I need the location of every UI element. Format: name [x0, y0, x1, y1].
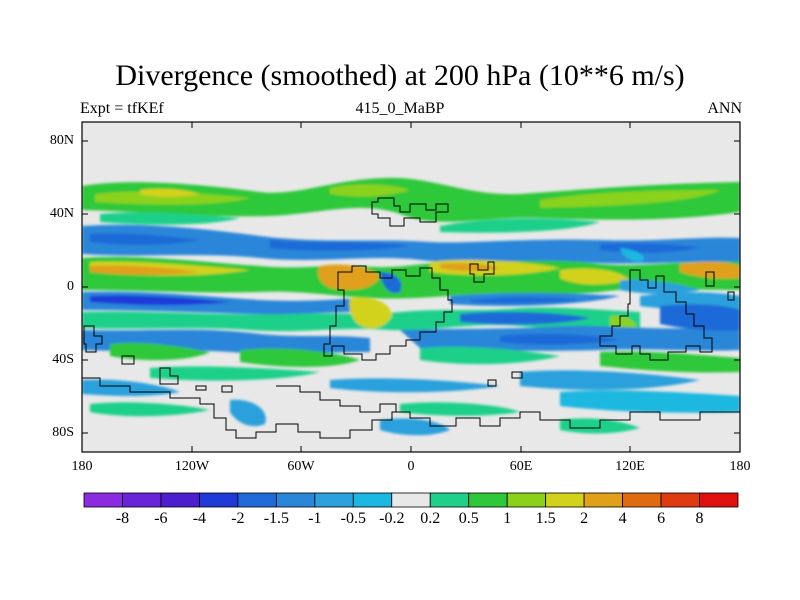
colorbar-box [506, 492, 547, 508]
colorbar-box [391, 492, 431, 508]
period-label: 415_0_MaBP [355, 100, 445, 117]
colorbar-label: 0.2 [420, 510, 441, 527]
lon-label-120w: 120W [174, 459, 210, 474]
colorbar-box [699, 492, 739, 508]
colorbar-label: 8 [695, 510, 704, 527]
lat-ticks [82, 140, 740, 434]
colorbar-label: -1 [308, 510, 322, 527]
colorbar-label: -8 [115, 510, 130, 527]
lat-label-80s: 80S [52, 425, 74, 440]
lat-label-80n: 80N [49, 133, 74, 148]
colorbar-label: -6 [154, 510, 168, 527]
lon-label-60e: 60E [509, 459, 533, 474]
colorbar-box [622, 492, 662, 508]
map-field [82, 122, 740, 452]
colorbar-box [199, 492, 239, 508]
colorbar-box [122, 492, 162, 508]
season-label: ANN [707, 100, 742, 117]
colorbar-label: 1 [503, 510, 512, 527]
colorbar-box [275, 492, 316, 508]
colorbar-box [660, 492, 700, 508]
lon-label-180w: 180 [71, 459, 93, 474]
colorbar-box [237, 492, 277, 508]
colorbar-box [160, 492, 200, 508]
lon-label-120e: 120E [615, 459, 645, 474]
lon-label-0: 0 [407, 459, 415, 474]
lon-ticks [81, 122, 741, 452]
colorbar-label: -2 [231, 510, 245, 527]
lat-label-40s: 40S [52, 352, 74, 367]
colorbar-box [583, 492, 623, 508]
lat-label-0: 0 [67, 279, 74, 294]
lon-label-60w: 60W [287, 459, 315, 474]
colorbar-label: -1.5 [263, 510, 290, 527]
colorbar-label: 2 [580, 510, 589, 527]
map-title: Divergence (smoothed) at 200 hPa (10**6 … [115, 59, 685, 92]
colorbar-label: 0.5 [458, 510, 479, 527]
colorbar-box [545, 492, 585, 508]
experiment-label: Expt = tfKEf [80, 100, 164, 117]
colorbar-box [314, 492, 354, 508]
colorbar-label: 6 [657, 510, 666, 527]
coastlines [82, 197, 740, 439]
lat-label-40n: 40N [49, 206, 74, 221]
colorbar [83, 492, 739, 508]
colorbar-label: 4 [618, 510, 627, 527]
colorbar-box [83, 492, 123, 508]
colorbar-box [468, 492, 508, 508]
lon-label-180e: 180 [729, 459, 751, 474]
contour-fill [82, 177, 740, 436]
colorbar-box [429, 492, 470, 508]
colorbar-label: -0.5 [340, 510, 366, 527]
colorbar-label: 1.5 [535, 510, 556, 527]
colorbar-box [352, 492, 393, 508]
colorbar-label: -0.2 [379, 510, 405, 527]
colorbar-label: -4 [192, 510, 207, 527]
